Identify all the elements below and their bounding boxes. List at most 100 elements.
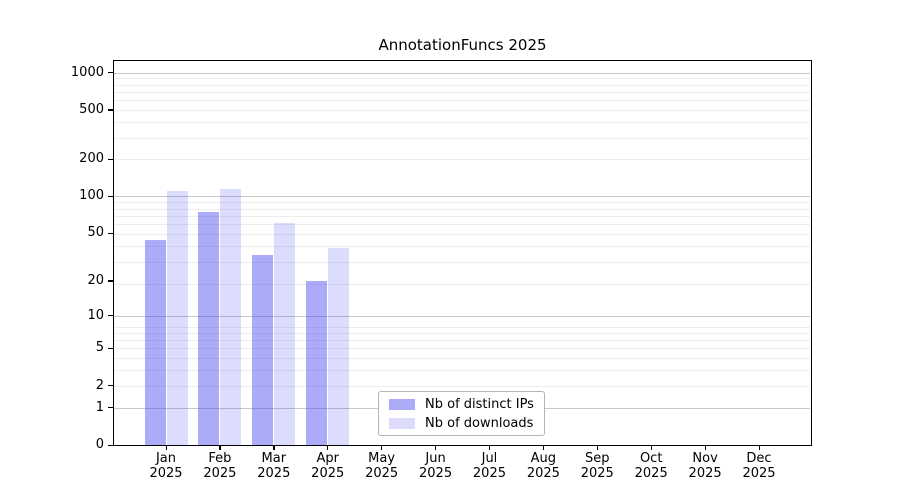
y-tick-label: 100 [79,188,104,204]
x-tick-mark [327,445,329,450]
minor-gridline [114,347,810,349]
minor-gridline [114,91,810,93]
y-tick-mark [108,280,113,282]
x-tick-mark [381,445,383,450]
year-label: 2025 [526,465,560,481]
x-tick-label-feb: Feb 2025 [192,451,248,481]
minor-gridline [114,109,810,111]
y-tick-mark [108,444,113,446]
bar-downloads-jan [166,191,188,445]
y-tick-label: 200 [79,151,104,167]
bar-distinct-ips-feb [198,211,220,445]
year-label: 2025 [365,465,399,481]
minor-gridline [114,369,810,371]
y-tick-label: 1 [95,399,104,415]
minor-gridline [114,99,810,101]
minor-gridline [114,201,810,203]
x-tick-mark [488,445,491,450]
x-tick-mark [542,445,545,450]
x-tick-label-jul: Jul 2025 [461,451,517,481]
y-tick-mark [108,347,113,350]
minor-gridline [114,121,810,123]
y-tick-mark [108,385,113,387]
minor-gridline [114,77,810,79]
y-tick-label: 5 [95,340,104,356]
y-tick-mark [108,407,113,409]
bar-distinct-ips-jan [144,239,166,445]
legend-swatch-downloads [389,417,415,429]
year-label: 2025 [634,465,668,481]
year-label: 2025 [580,465,614,481]
month-label: Nov [692,451,718,466]
x-tick-label-jun: Jun 2025 [408,451,464,481]
x-tick-mark [758,445,760,450]
legend-label-distinct-ips: Nb of distinct IPs [425,396,534,412]
month-label: Feb [208,451,232,466]
x-tick-mark [435,445,437,450]
major-gridline [114,315,810,317]
x-tick-label-aug: Aug 2025 [515,451,571,481]
major-gridline [114,72,810,74]
y-tick-mark [108,232,113,234]
y-tick-label: 50 [87,225,104,241]
minor-gridline [114,84,810,86]
year-label: 2025 [311,465,345,481]
bar-distinct-ips-mar [252,254,274,445]
legend-label-downloads: Nb of downloads [425,415,534,431]
bar-distinct-ips-apr [306,280,328,445]
year-label: 2025 [472,465,506,481]
minor-gridline [114,245,810,247]
x-tick-mark [650,445,652,450]
minor-gridline [114,215,810,217]
year-label: 2025 [688,465,722,481]
y-tick-mark [108,109,113,111]
month-label: Aug [530,451,557,466]
y-tick-mark [108,195,113,197]
minor-gridline [114,261,810,263]
minor-gridline [114,332,810,334]
x-tick-label-mar: Mar 2025 [246,451,302,481]
y-tick-label: 500 [79,101,104,117]
month-label: Jan [155,451,177,466]
y-tick-label: 2 [95,377,104,393]
y-tick-label: 1000 [70,64,104,80]
x-tick-mark [219,445,221,450]
minor-gridline [114,326,810,328]
x-tick-mark [596,445,598,450]
month-label: May [368,451,396,466]
bar-downloads-apr [328,247,350,445]
x-tick-label-dec: Dec 2025 [731,451,787,481]
major-gridline [114,195,810,197]
legend-item-distinct-ips: Nb of distinct IPs [389,397,544,412]
x-tick-label-jan: Jan 2025 [138,451,194,481]
minor-gridline [114,385,810,387]
chart-title: AnnotationFuncs 2025 [378,36,547,54]
minor-gridline [114,339,810,341]
minor-gridline [114,223,810,225]
minor-gridline [114,158,810,160]
month-label: Oct [639,451,663,466]
year-label: 2025 [257,465,291,481]
y-tick-label: 10 [87,307,104,323]
y-tick-mark [108,315,113,317]
y-tick-label: 0 [95,437,104,452]
month-label: Jul [481,451,498,466]
year-label: 2025 [742,465,776,481]
year-label: 2025 [419,465,453,481]
month-label: Jun [425,451,446,466]
minor-gridline [114,137,810,139]
x-tick-mark [704,445,706,450]
x-tick-label-may: May 2025 [354,451,410,481]
legend: Nb of distinct IPs Nb of downloads [378,391,545,436]
plot-area [113,60,812,446]
y-tick-mark [108,72,113,74]
x-tick-label-apr: Apr 2025 [300,451,356,481]
month-label: Apr [316,451,339,466]
minor-gridline [114,233,810,235]
month-label: Sep [585,451,610,466]
bar-downloads-mar [274,222,296,445]
y-tick-label: 20 [87,272,104,288]
minor-gridline [114,283,810,285]
legend-item-downloads: Nb of downloads [389,416,544,431]
y-tick-mark [108,158,113,160]
